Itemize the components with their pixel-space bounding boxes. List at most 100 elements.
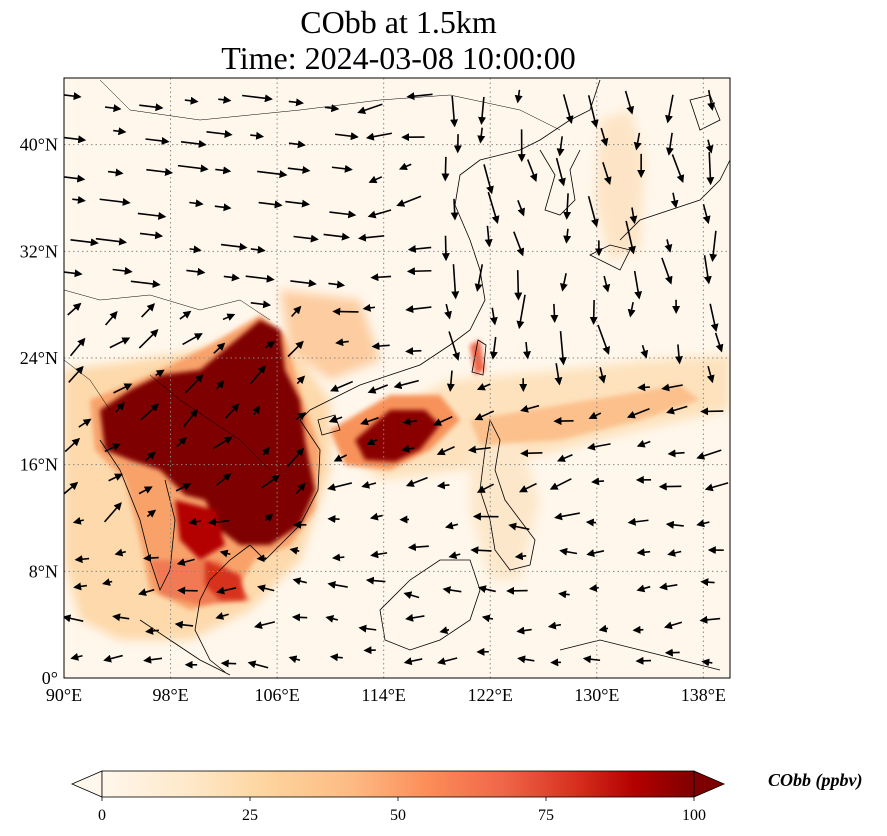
wind-arrow [405, 305, 432, 314]
wind-arrow [73, 582, 87, 591]
wind-arrow [629, 207, 638, 225]
wind-arrow [636, 584, 651, 593]
colorbar-tick-label: 100 [682, 807, 706, 824]
wind-arrow [701, 658, 713, 667]
wind-arrow [632, 625, 644, 634]
wind-arrow [329, 210, 357, 219]
wind-arrow [69, 337, 86, 357]
wind-arrow [290, 279, 317, 288]
wind-arrow [257, 170, 288, 179]
wind-arrow [671, 154, 685, 184]
wind-arrow [554, 512, 580, 521]
wind-arrow [155, 369, 165, 378]
wind-arrow [68, 365, 84, 383]
wind-arrow [582, 655, 601, 664]
wind-arrow [288, 655, 301, 664]
wind-arrow [627, 517, 649, 526]
wind-arrow [219, 549, 231, 558]
longitude-tick-labels: 90°E 98°E 106°E 114°E 122°E 130°E 138°E [46, 685, 726, 705]
lon-tick-label: 122°E [468, 685, 513, 705]
wind-arrow [182, 409, 199, 428]
wind-arrow [220, 242, 248, 251]
wind-arrow [213, 342, 226, 354]
wind-arrow [103, 502, 122, 523]
wind-arrow [563, 193, 572, 220]
wind-arrow [666, 405, 688, 415]
wind-arrow [587, 196, 599, 228]
wind-arrow [64, 135, 87, 144]
wind-arrow [451, 264, 460, 300]
lat-tick-label: 24°N [20, 348, 58, 368]
wind-arrow [558, 331, 567, 366]
wind-arrow [433, 416, 453, 426]
wind-arrow [477, 127, 486, 144]
wind-arrow [489, 336, 498, 360]
wind-arrow [366, 437, 378, 446]
wind-arrow [403, 591, 420, 600]
wind-arrow [288, 140, 306, 149]
wind-arrow [78, 418, 92, 428]
wind-arrow [293, 234, 319, 243]
lat-tick-label: 16°N [20, 455, 58, 475]
wind-arrow [139, 231, 164, 240]
wind-arrow [556, 136, 565, 157]
wind-arrow [247, 660, 269, 669]
wind-arrow [446, 370, 455, 392]
wind-arrow [286, 447, 305, 468]
wind-arrow [448, 551, 461, 560]
wind-arrow [633, 270, 643, 300]
wind-arrow [555, 157, 566, 187]
wind-arrow [220, 659, 237, 668]
colorbar-tick-label: 50 [390, 807, 406, 824]
latitude-tick-labels: 0° 8°N 16°N 24°N 32°N 40°N [20, 135, 58, 688]
wind-arrow [146, 168, 174, 176]
wind-arrow [138, 486, 153, 495]
wind-vectors [64, 89, 729, 669]
wind-arrow [444, 521, 459, 530]
wind-arrow [517, 655, 535, 664]
wind-arrow [405, 476, 428, 487]
wind-arrow [138, 588, 155, 596]
wind-arrow [393, 379, 419, 390]
wind-arrow [250, 300, 272, 309]
wind-arrow [264, 513, 274, 522]
wind-arrow [439, 626, 450, 635]
wind-arrow [214, 203, 232, 212]
wind-arrow [600, 127, 609, 147]
wind-arrow [108, 168, 124, 177]
wind-arrow [365, 132, 392, 141]
colorbar: 0 25 50 75 100 [70, 770, 726, 824]
wind-arrow [633, 132, 642, 151]
wind-arrow [474, 264, 484, 292]
wind-arrow [627, 302, 636, 318]
wind-arrow [289, 546, 300, 555]
wind-arrow [95, 237, 128, 246]
wind-arrow [331, 164, 353, 173]
wind-arrow [180, 139, 207, 148]
wind-arrow [709, 303, 719, 332]
gridlines [64, 78, 730, 678]
wind-arrow [598, 367, 607, 384]
wind-arrow [481, 614, 494, 623]
lon-tick-label: 98°E [152, 685, 188, 705]
wind-arrow [104, 310, 118, 326]
wind-arrow [520, 404, 540, 413]
wind-arrow [402, 417, 417, 426]
wind-arrow [401, 444, 415, 453]
wind-arrow [661, 257, 673, 285]
wind-arrow [249, 365, 266, 385]
wind-arrow [478, 96, 487, 125]
lon-tick-label: 114°E [361, 685, 406, 705]
wind-arrow [70, 238, 99, 247]
wind-arrow [489, 307, 498, 326]
wind-arrow [407, 245, 432, 253]
wind-arrow [288, 98, 304, 107]
wind-arrow [714, 332, 724, 353]
wind-arrow [292, 577, 307, 586]
wind-arrow [563, 228, 572, 244]
wind-arrow [636, 439, 651, 448]
colorbar-max-extend [693, 770, 726, 798]
wind-arrow [514, 89, 523, 104]
wind-arrow [357, 103, 383, 115]
wind-arrow [398, 162, 412, 171]
